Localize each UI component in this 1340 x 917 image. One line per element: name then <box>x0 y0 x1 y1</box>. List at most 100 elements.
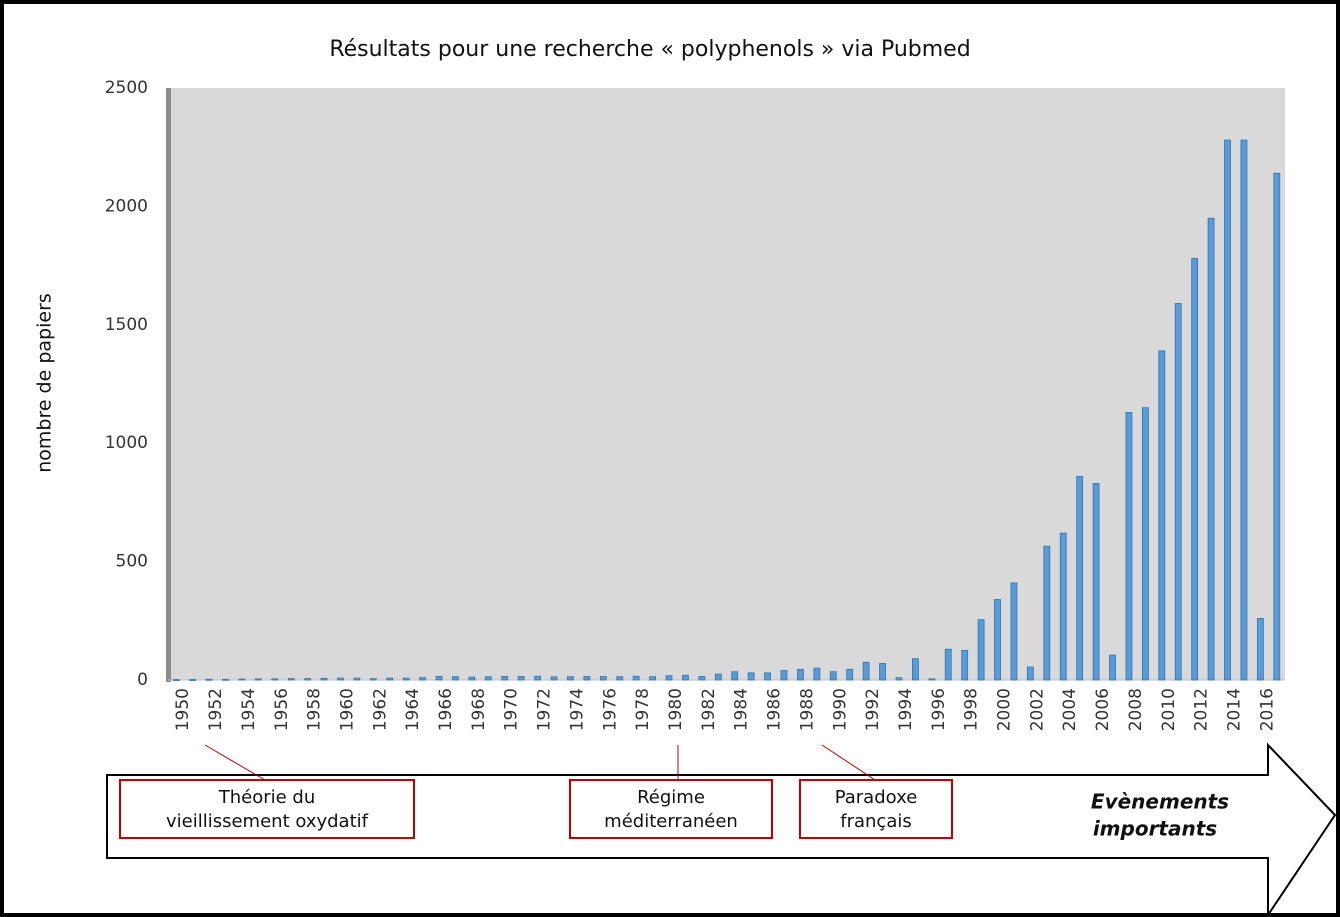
x-tick-label: 1952 <box>206 688 226 731</box>
bar <box>994 599 1001 681</box>
x-tick-label: 1994 <box>896 688 916 731</box>
bar <box>829 671 837 681</box>
x-tick-label: 1990 <box>830 688 850 731</box>
x-tick-label: 2008 <box>1126 688 1146 731</box>
bar <box>452 676 459 681</box>
bar <box>517 676 525 681</box>
x-tick-label: 1982 <box>699 688 719 731</box>
bar <box>222 678 229 681</box>
x-tick-label: 2000 <box>995 688 1015 731</box>
bar <box>1109 654 1116 681</box>
bar <box>731 671 739 681</box>
bar <box>879 663 886 681</box>
events-title: Evènements <box>1091 790 1229 814</box>
bar <box>271 678 279 681</box>
bar <box>1076 475 1084 681</box>
x-tick-label: 1954 <box>239 688 259 731</box>
bar <box>747 672 755 681</box>
bar <box>369 678 377 681</box>
bar <box>1240 139 1248 681</box>
bar <box>1174 303 1182 681</box>
x-tick-label: 1976 <box>600 688 620 731</box>
plot-area <box>168 88 1285 680</box>
bar <box>714 673 722 681</box>
bar <box>205 678 213 681</box>
connector <box>821 744 876 781</box>
x-tick-label: 1956 <box>272 688 292 731</box>
bar <box>1092 483 1100 681</box>
y-tick-label: 2500 <box>105 78 148 98</box>
x-tick-label: 1980 <box>666 688 686 731</box>
x-tick-label: 1960 <box>337 688 357 731</box>
x-tick-label: 1974 <box>567 688 587 731</box>
chart-title: Résultats pour une recherche « polypheno… <box>329 37 970 62</box>
bar <box>1273 172 1281 681</box>
bar <box>616 676 624 681</box>
x-tick-label: 2010 <box>1159 688 1179 731</box>
bar <box>468 676 476 681</box>
x-tick-label: 2006 <box>1093 688 1113 731</box>
bar <box>977 619 985 681</box>
y-tick-label: 0 <box>137 670 148 690</box>
bar <box>1224 139 1231 681</box>
bar <box>1207 217 1215 681</box>
y-axis-label: nombre de papiers <box>34 293 56 473</box>
bar <box>1158 350 1166 681</box>
event-text: français <box>840 811 911 832</box>
x-tick-label: 1964 <box>403 688 423 731</box>
x-tick-label: 1988 <box>797 688 817 731</box>
bar <box>813 667 821 681</box>
bar <box>599 676 607 681</box>
bar <box>402 677 410 681</box>
bar <box>797 668 804 681</box>
x-tick-label: 2004 <box>1060 688 1080 731</box>
bar <box>649 676 656 681</box>
bar <box>189 679 197 681</box>
bar <box>764 672 771 681</box>
bar <box>550 676 558 681</box>
bar <box>386 677 394 681</box>
x-tick-label: 1984 <box>732 688 752 731</box>
event-text: Théorie du <box>218 787 316 808</box>
bar <box>1010 582 1018 681</box>
y-tick-label: 500 <box>116 552 148 572</box>
bar <box>928 678 936 681</box>
event-box <box>569 779 773 839</box>
bar <box>1141 407 1149 681</box>
bar <box>304 678 312 681</box>
bar <box>320 677 328 681</box>
x-tick-label: 2002 <box>1027 688 1047 731</box>
bar <box>895 677 903 681</box>
x-tick-label: 1998 <box>962 688 982 731</box>
events-title: importants <box>1093 817 1217 841</box>
bar <box>961 650 969 681</box>
bar <box>944 648 952 681</box>
bar <box>1026 666 1034 681</box>
x-tick-label: 1966 <box>436 688 456 731</box>
event-text: méditerranéen <box>604 811 738 832</box>
x-tick-label: 2014 <box>1225 688 1245 731</box>
event-box <box>119 779 415 839</box>
bar <box>337 677 344 681</box>
x-tick-label: 2012 <box>1192 688 1212 731</box>
bar <box>567 676 574 681</box>
bar <box>1059 532 1067 681</box>
bar <box>501 676 509 681</box>
event-text: Paradoxe <box>835 787 918 808</box>
x-tick-label: 1996 <box>929 688 949 731</box>
x-tick-label: 1958 <box>305 688 325 731</box>
x-tick-label: 1962 <box>370 688 390 731</box>
bar <box>419 677 427 681</box>
bar <box>534 675 541 681</box>
bar <box>238 678 246 681</box>
event-box <box>799 779 953 839</box>
bar <box>484 676 492 681</box>
bar <box>698 676 706 681</box>
bar <box>846 668 854 681</box>
bar <box>665 675 673 681</box>
bar <box>780 670 788 681</box>
bar <box>682 674 689 681</box>
y-tick-label: 2000 <box>105 196 148 216</box>
bar <box>435 676 443 681</box>
